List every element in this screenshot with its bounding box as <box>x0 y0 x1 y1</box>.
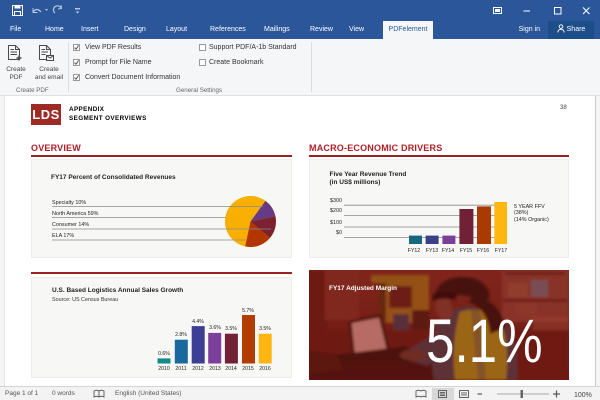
svg-text:100%: 100% <box>574 392 592 399</box>
